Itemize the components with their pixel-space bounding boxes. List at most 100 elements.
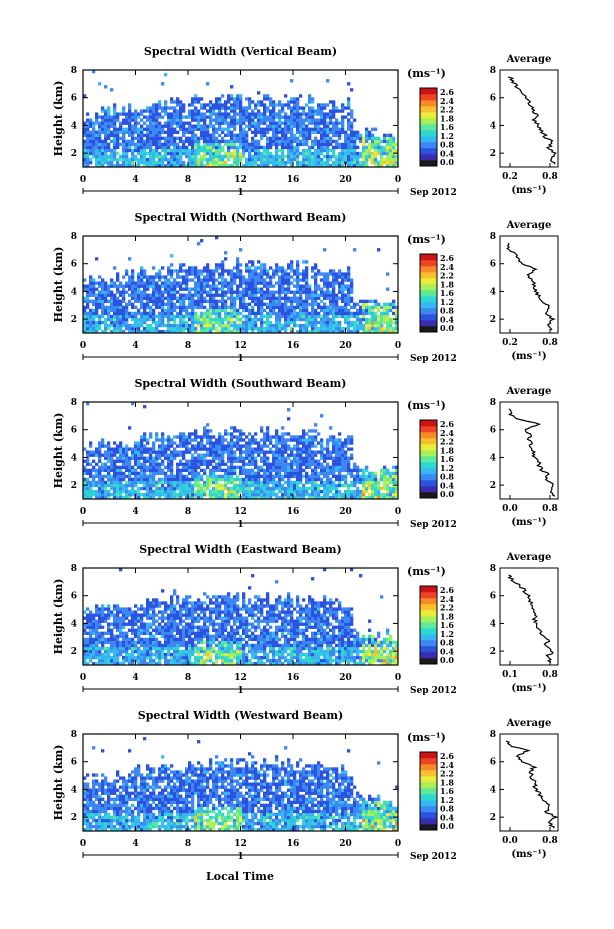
heatmap-cell [86,139,90,144]
heatmap-cell [206,311,210,316]
heatmap-cell [227,477,231,482]
heatmap-cell [284,492,288,497]
heatmap-cell [335,130,339,134]
heatmap-cell [203,314,207,319]
heatmap-cell [128,127,132,131]
heatmap-cell [311,311,315,316]
heatmap-cell [179,136,183,141]
heatmap-cell [272,308,276,313]
heatmap-cell [290,480,294,485]
heatmap-cell [386,145,390,150]
heatmap-cell [155,302,159,307]
heatmap-cell [128,275,132,279]
heatmap-cell [179,495,183,500]
heatmap-cell [278,447,282,451]
heatmap-cell [116,308,120,313]
heatmap-cell [314,317,318,322]
heatmap-cell [326,474,330,479]
heatmap-cell [347,302,351,307]
heatmap-cell [116,136,120,141]
heatmap-cell [161,447,165,451]
heatmap-cell [119,317,123,322]
heatmap-cell [200,438,204,442]
heatmap-cell [221,106,225,110]
heatmap-cell [164,480,168,485]
heatmap-cell [152,320,156,325]
heatmap-cell [239,127,243,131]
heatmap-cell [167,459,171,463]
heatmap-cell [95,305,99,310]
heatmap-cell [194,290,198,294]
heatmap-cell [392,145,396,150]
heatmap-cell [332,133,336,137]
heatmap-cell [191,311,195,316]
heatmap-cell [170,281,174,285]
heatmap-cell [314,462,318,466]
heatmap-cell [149,160,153,165]
heatmap-cell [113,459,117,463]
heatmap-cell [182,323,186,328]
heatmap-cell [266,115,270,119]
heatmap-cell [239,444,243,448]
heatmap-cell [104,133,108,137]
heatmap-cell [248,480,252,485]
heatmap-cell [158,299,162,303]
heatmap-cell [164,106,168,110]
heatmap-cell [278,281,282,285]
heatmap-cell [122,127,126,131]
heatmap-cell [245,320,249,325]
heatmap-cell [116,495,120,500]
heatmap-cell [329,109,333,113]
heatmap-cell [311,429,315,433]
heatmap-cell [161,124,165,128]
heatmap-cell [347,127,351,131]
panel-2: Spectral Width (Southward Beam)8642Heigh… [52,377,559,530]
heatmap-cell [215,121,219,125]
heatmap-cell [200,115,204,119]
heatmap-cell [194,293,198,297]
heatmap-cell [86,402,90,406]
heatmap-cell [239,151,243,156]
heatmap-cell [257,275,261,279]
heatmap-cell [158,139,162,144]
heatmap-cell [146,447,150,451]
heatmap-cell [143,139,147,144]
heatmap-cell [164,278,168,282]
heatmap-cell [215,118,219,122]
heatmap-cell [209,269,213,273]
heatmap-cell [314,109,318,113]
heatmap-cell [281,435,285,439]
heatmap-cell [86,284,90,288]
heatmap-cell [203,426,207,430]
heatmap-cell [392,305,396,310]
heatmap-cell [155,296,159,300]
heatmap-cell [101,151,105,156]
heatmap-cell [242,118,246,122]
heatmap-cell [203,106,207,110]
heatmap-cell [233,299,237,303]
heatmap-cell [281,269,285,273]
heatmap-cell [290,124,294,128]
heatmap-cell [206,163,210,168]
heatmap-cell [290,462,294,466]
heatmap-cell [275,139,279,144]
heatmap-cell [128,489,132,494]
heatmap-cell [320,308,324,313]
heatmap-cell [290,157,294,162]
heatmap-cell [269,477,273,482]
heatmap-cell [293,106,297,110]
heatmap-cell [248,287,252,291]
heatmap-cell [116,477,120,482]
heatmap-cell [233,142,237,147]
heatmap-cell [260,266,264,270]
heatmap-cell [110,474,114,479]
heatmap-cell [275,483,279,488]
heatmap-cell [263,441,267,445]
heatmap-cell [314,272,318,276]
heatmap-cell [218,127,222,131]
heatmap-cell [167,118,171,122]
heatmap-cell [158,163,162,168]
heatmap-cell [395,320,399,325]
heatmap-cell [248,441,252,445]
heatmap-cell [110,154,114,159]
